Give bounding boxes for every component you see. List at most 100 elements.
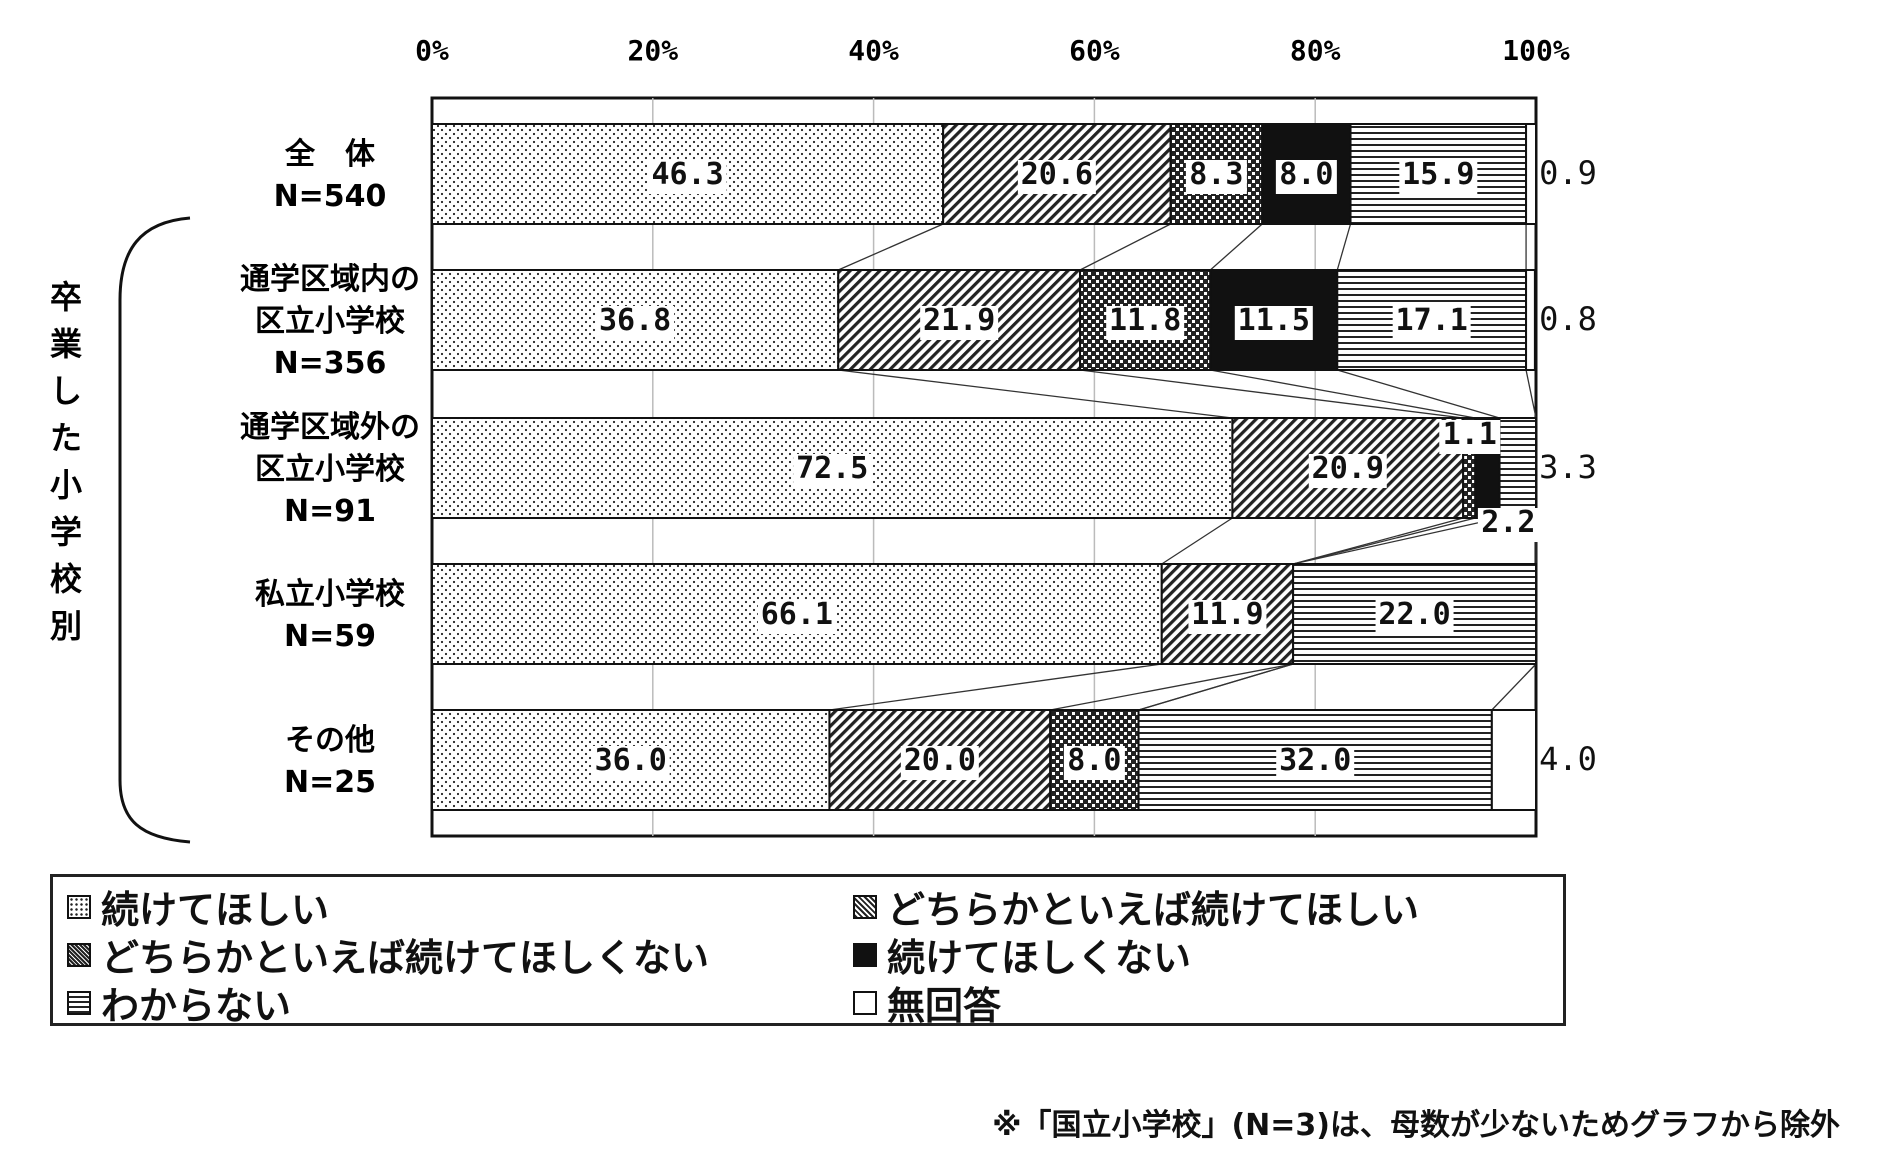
legend-item: 続けてほしくない bbox=[853, 927, 1191, 982]
value-labels: 46.3 20.6 8.3 8.0 15.9 0.9 36.8 21.9 11.8 11.5 17.… bbox=[591, 154, 1597, 780]
group-label-char: し bbox=[50, 372, 82, 410]
value-label: 8.3 bbox=[1189, 157, 1243, 192]
legend: 続けてほしい どちらかといえば続けてほしいどちらかといえば続けてほしくない 続けてほ… bbox=[50, 874, 1566, 1028]
connector-line bbox=[829, 663, 1162, 711]
value-label: 20.0 bbox=[904, 743, 976, 778]
row-n-label: N=59 bbox=[284, 619, 376, 654]
connector-line bbox=[1050, 663, 1294, 711]
value-label: 11.5 bbox=[1238, 303, 1310, 338]
value-label: 1.1 bbox=[1443, 417, 1497, 452]
x-tick-label: 80% bbox=[1290, 34, 1341, 67]
bar-segment bbox=[1525, 123, 1537, 225]
value-label-bg bbox=[1017, 160, 1096, 194]
value-label: 32.0 bbox=[1279, 743, 1351, 778]
value-label: 21.9 bbox=[923, 303, 995, 338]
value-label-bg bbox=[1439, 420, 1501, 454]
value-label: 17.1 bbox=[1396, 303, 1468, 338]
value-label: 8.0 bbox=[1067, 743, 1121, 778]
legend-label: どちらかといえば続けてほしくない bbox=[101, 936, 710, 980]
group-bracket bbox=[118, 216, 191, 844]
connector-line bbox=[1079, 369, 1464, 419]
value-label: 11.9 bbox=[1191, 597, 1263, 632]
group-label-char: 学 bbox=[50, 513, 82, 551]
value-label: 36.8 bbox=[599, 303, 671, 338]
row-n-label: N=540 bbox=[274, 179, 387, 214]
connector-line bbox=[1292, 517, 1500, 565]
hlines-swatch bbox=[67, 990, 91, 1015]
connector-line bbox=[1210, 369, 1476, 419]
legend-item: 続けてほしい bbox=[67, 879, 329, 934]
value-label: 20.6 bbox=[1021, 157, 1093, 192]
connector-line bbox=[1138, 663, 1294, 711]
row-category-label: 通学区域外の bbox=[240, 410, 420, 445]
value-label-bg bbox=[1188, 600, 1267, 634]
bar-segment bbox=[1490, 709, 1537, 811]
legend-item: どちらかといえば続けてほしくない bbox=[67, 927, 709, 982]
value-label: 72.5 bbox=[796, 451, 868, 486]
solid-swatch bbox=[853, 942, 877, 967]
connector-line bbox=[1292, 517, 1476, 565]
row-category-label: 通学区域内の bbox=[240, 262, 420, 297]
row-n-label: N=91 bbox=[284, 494, 376, 529]
value-label-bg bbox=[1185, 160, 1247, 194]
value-label-bg bbox=[1106, 306, 1185, 340]
value-label: 4.0 bbox=[1539, 740, 1597, 778]
value-label: 8.0 bbox=[1279, 157, 1333, 192]
x-tick-label: 40% bbox=[848, 34, 899, 67]
bar-segment bbox=[1498, 417, 1537, 519]
empty-swatch bbox=[853, 990, 877, 1015]
group-label-char: 校 bbox=[50, 560, 82, 598]
connector-line bbox=[838, 369, 1233, 419]
value-label-bg bbox=[920, 306, 999, 340]
group-label-char: 業 bbox=[50, 325, 82, 363]
x-tick-label: 0% bbox=[415, 34, 449, 67]
bar-segment bbox=[942, 123, 1172, 225]
value-label: 20.9 bbox=[1312, 451, 1384, 486]
connector-line bbox=[838, 223, 944, 271]
bar-segment bbox=[1169, 123, 1264, 225]
connector-line bbox=[1209, 223, 1263, 271]
bar-segment bbox=[1525, 269, 1536, 371]
value-label-bg bbox=[757, 600, 836, 634]
footnote: ※「国立小学校」(N=3)は、母数が少ないためグラフから除外 bbox=[992, 1108, 1840, 1143]
connector-line bbox=[1525, 369, 1537, 419]
checker-swatch bbox=[67, 942, 91, 967]
legend-item: わからない bbox=[67, 975, 291, 1030]
value-label: 66.1 bbox=[761, 597, 833, 632]
value-label-bg bbox=[1275, 160, 1337, 194]
value-label-bg bbox=[596, 306, 675, 340]
x-axis-ticks: 0% 20% 40% 60% 80% 100% bbox=[415, 34, 1570, 67]
row-category-label: 区立小学校 bbox=[255, 304, 405, 339]
legend-item: どちらかといえば続けてほしい bbox=[853, 879, 1419, 934]
connector-line bbox=[1336, 223, 1352, 271]
group-label-char: 小 bbox=[50, 466, 82, 504]
connector-line bbox=[1337, 369, 1500, 419]
value-label-bg bbox=[1308, 454, 1387, 488]
value-label: 0.9 bbox=[1539, 154, 1597, 192]
value-label-bg bbox=[1399, 160, 1478, 194]
group-label-char: 別 bbox=[50, 607, 82, 645]
row-n-label: N=356 bbox=[274, 346, 387, 381]
group-label-char: た bbox=[50, 419, 82, 457]
value-label-bg bbox=[1063, 746, 1125, 780]
row-category-label: 私立小学校 bbox=[255, 577, 405, 612]
value-label-bg bbox=[900, 746, 979, 780]
dots-swatch bbox=[67, 894, 91, 919]
row-category-label: 全 体 bbox=[284, 137, 376, 172]
legend-label: どちらかといえば続けてほしい bbox=[887, 888, 1420, 932]
x-tick-label: 100% bbox=[1502, 34, 1570, 67]
value-label: 36.0 bbox=[595, 743, 667, 778]
group-label-char: 卒 bbox=[50, 278, 82, 316]
value-label-bg bbox=[591, 746, 670, 780]
value-label-bg bbox=[793, 454, 872, 488]
value-label-bg bbox=[1234, 306, 1313, 340]
legend-label: 続けてほしい bbox=[101, 888, 330, 932]
value-label-bg bbox=[1477, 508, 1539, 542]
value-label: 2.2 bbox=[1481, 505, 1535, 540]
connector-line bbox=[1491, 663, 1537, 711]
row-n-label: N=25 bbox=[284, 765, 376, 800]
value-label-bg bbox=[1375, 600, 1454, 634]
